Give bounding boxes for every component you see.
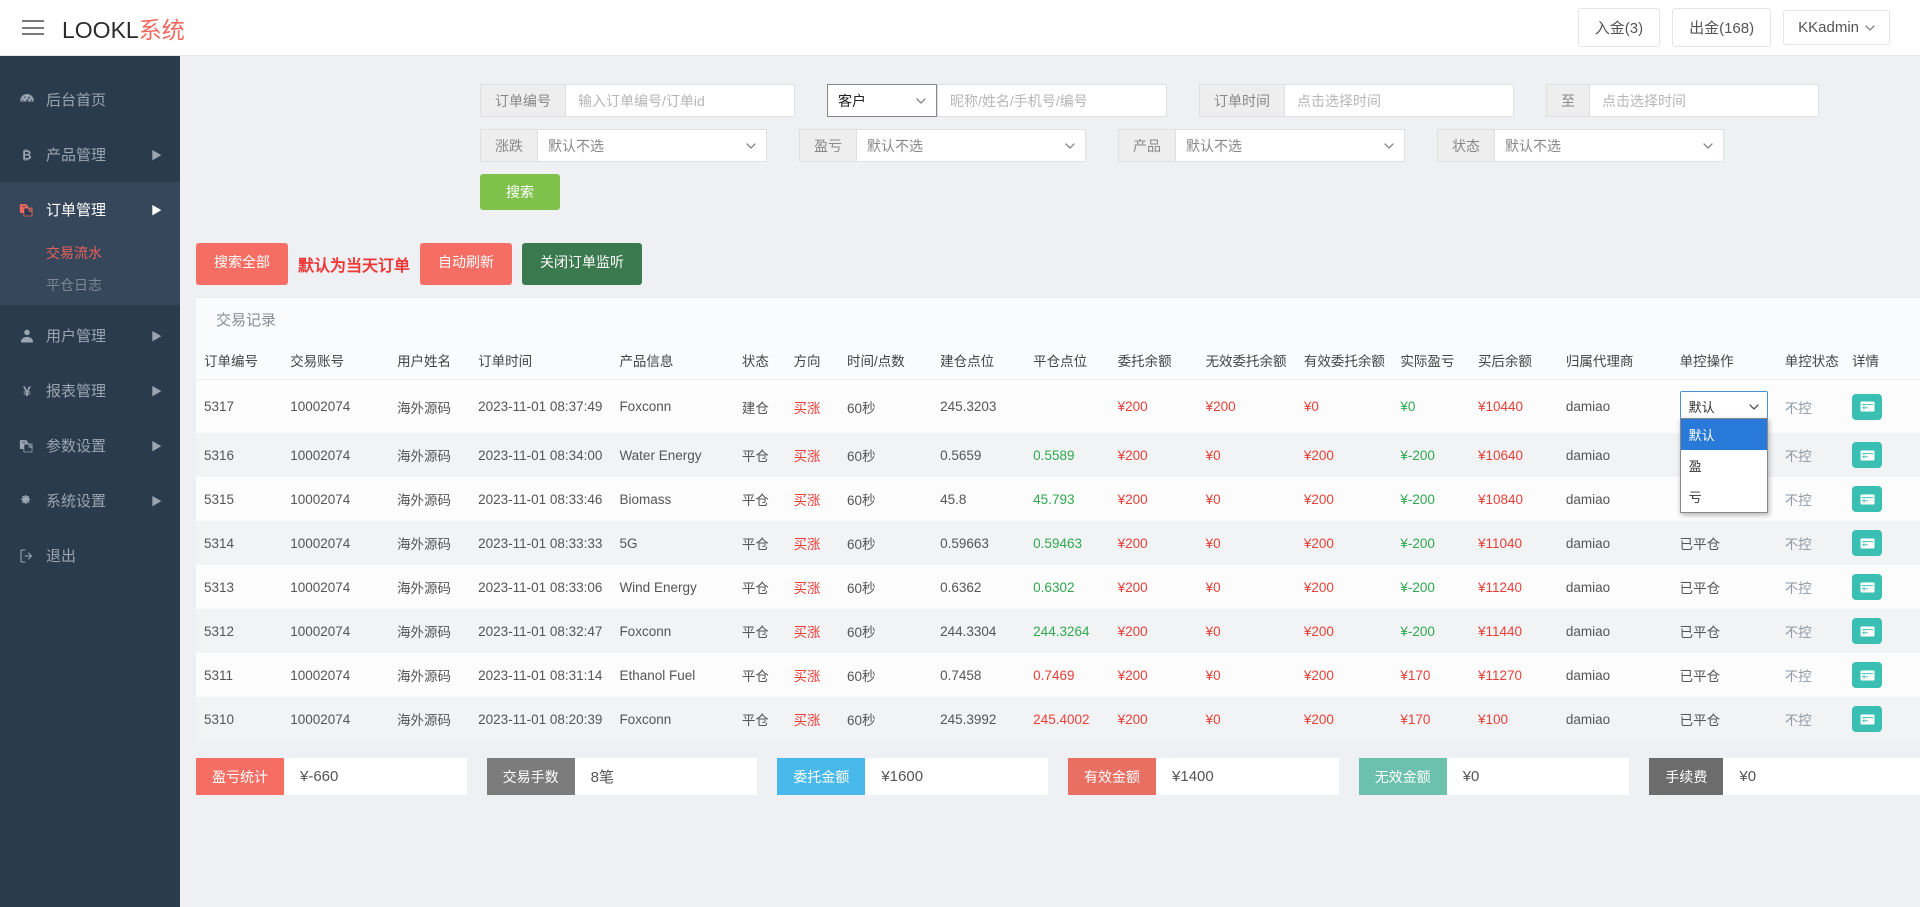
svg-text:¥: ¥ bbox=[23, 383, 31, 399]
